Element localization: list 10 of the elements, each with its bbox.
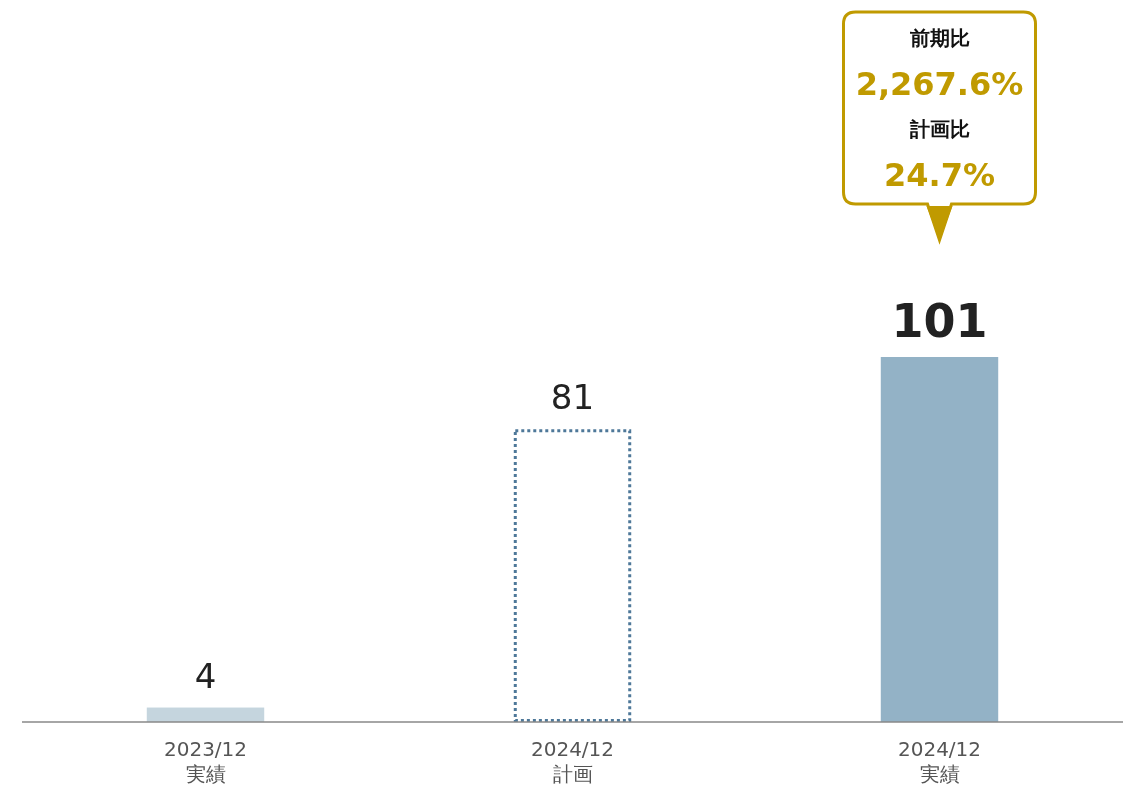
text: 計画比 xyxy=(908,117,970,142)
data-label: 81 xyxy=(550,377,595,418)
x-tick-label: 2024/12 計画 xyxy=(530,737,615,786)
data-label: 4 xyxy=(194,655,217,696)
x-tick-label: 2023/12 実績 xyxy=(163,737,248,786)
x-tick-label: 2024/12 実績 xyxy=(897,737,982,786)
data-label: 101 xyxy=(891,294,988,348)
text: 24.7% xyxy=(883,156,996,194)
text: 2,267.6% xyxy=(855,64,1024,103)
text: 前期比 xyxy=(908,25,970,50)
